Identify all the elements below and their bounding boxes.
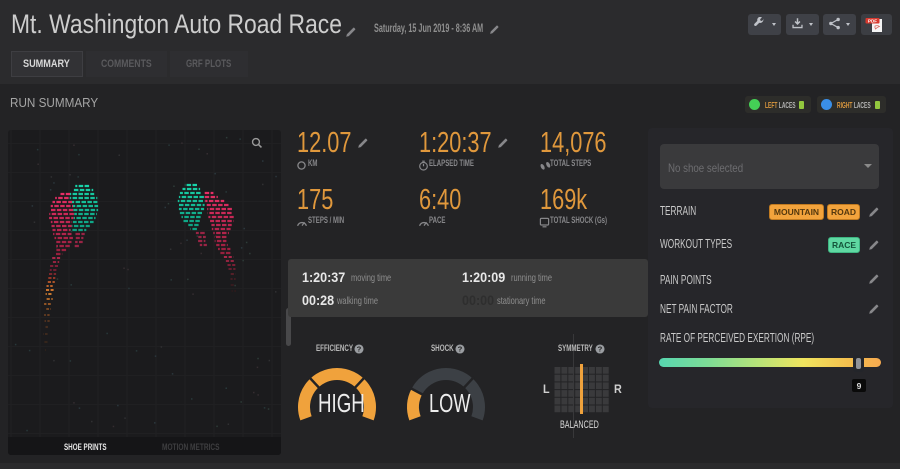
svg-text:?: ? [458,345,463,354]
svg-text:?: ? [357,345,362,354]
svg-text:PDF: PDF [868,19,877,24]
svg-text:?: ? [598,345,603,354]
